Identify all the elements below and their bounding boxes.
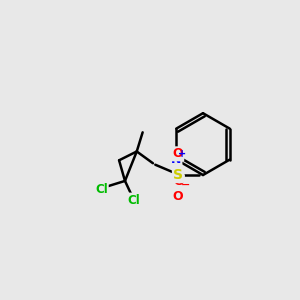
Text: S: S <box>173 168 183 182</box>
Text: −: − <box>181 180 190 190</box>
Text: O: O <box>173 175 184 188</box>
Text: N: N <box>171 153 181 166</box>
Text: O: O <box>173 147 183 160</box>
Text: O: O <box>173 190 183 203</box>
Text: Cl: Cl <box>95 183 108 196</box>
Text: +: + <box>178 149 186 159</box>
Text: Cl: Cl <box>128 194 140 207</box>
